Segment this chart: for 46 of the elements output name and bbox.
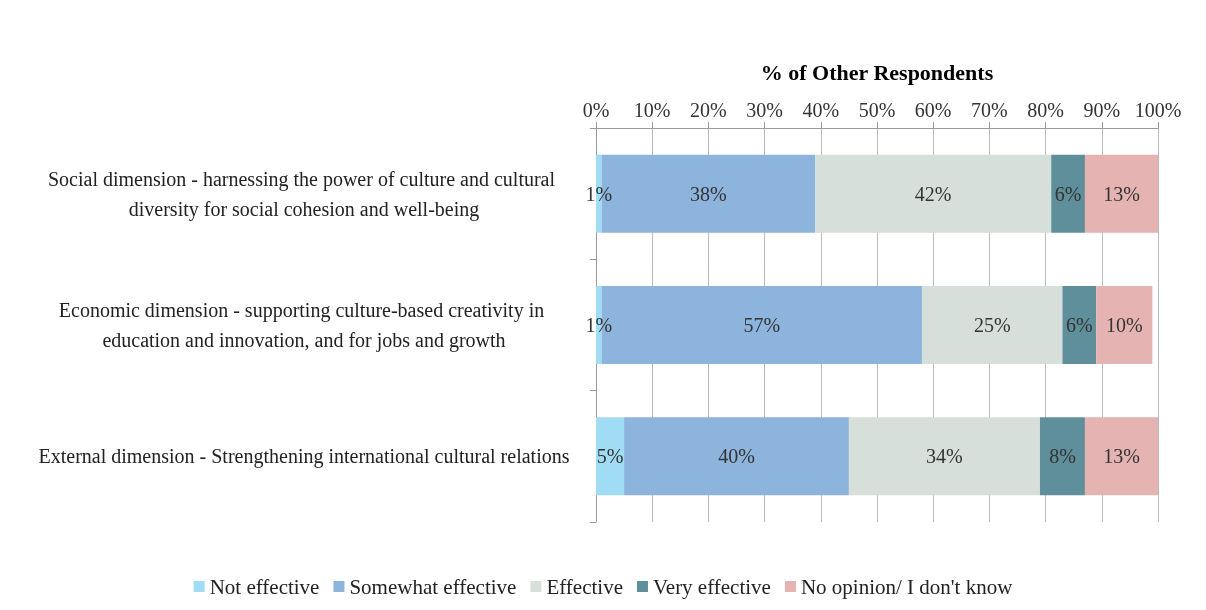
x-tick-label: 0%	[582, 99, 610, 121]
data-label: 25%	[973, 314, 1011, 336]
y-tick-label: External dimension - Strengthening international cultural relations	[38, 445, 570, 469]
data-label: 6%	[1054, 182, 1082, 205]
x-tick-label: 80%	[1027, 99, 1064, 121]
x-tick-label: 50%	[858, 99, 896, 121]
legend-label: No opinion/ I don't know	[800, 574, 1014, 599]
x-tick-label: 90%	[1083, 99, 1121, 121]
data-label: 57%	[743, 314, 781, 336]
x-tick-label: 100%	[1134, 99, 1182, 121]
x-tick-label: 10%	[633, 99, 671, 121]
bar	[1084, 417, 1158, 496]
legend-label: Very effective	[652, 574, 771, 599]
data-label: 1%	[585, 182, 613, 205]
x-tick-label: 40%	[802, 99, 840, 121]
bar	[848, 417, 1040, 496]
legend-label: Not effective	[209, 574, 320, 599]
data-label: 40%	[718, 445, 755, 468]
data-label: 10%	[1105, 314, 1143, 336]
x-tick-label: 30%	[746, 99, 783, 121]
legend-label: Somewhat effective	[349, 574, 517, 599]
bar	[1062, 286, 1097, 364]
bar	[815, 154, 1052, 233]
bar	[921, 286, 1063, 364]
bar	[624, 417, 849, 496]
bar	[1051, 154, 1085, 233]
bar	[1096, 286, 1153, 364]
data-label: 5%	[596, 445, 624, 468]
data-label: 13%	[1103, 182, 1140, 205]
bar	[1084, 154, 1158, 233]
data-label: 42%	[914, 182, 952, 205]
y-tick-label: Economic dimension - supporting culture-based creativity in education and innovation, and for jobs and growth	[58, 299, 550, 352]
x-tick-label: 20%	[690, 99, 727, 121]
data-label: 6%	[1065, 314, 1093, 336]
x-tick-label: 70%	[971, 99, 1008, 121]
data-label: 13%	[1103, 445, 1140, 468]
x-axis-title: % of Other Respondents	[760, 59, 994, 85]
data-label: 8%	[1049, 445, 1076, 468]
y-tick-label: Social dimension - harnessing the power of culture and cultural diversity for social cohesion and well-being	[47, 167, 561, 221]
data-label: 1%	[585, 314, 613, 336]
legend-label: Effective	[546, 574, 623, 599]
bar	[596, 417, 625, 496]
bar	[1039, 417, 1085, 496]
x-tick-label: 60%	[914, 99, 952, 121]
data-label: 38%	[690, 182, 727, 205]
data-label: 34%	[926, 445, 963, 468]
